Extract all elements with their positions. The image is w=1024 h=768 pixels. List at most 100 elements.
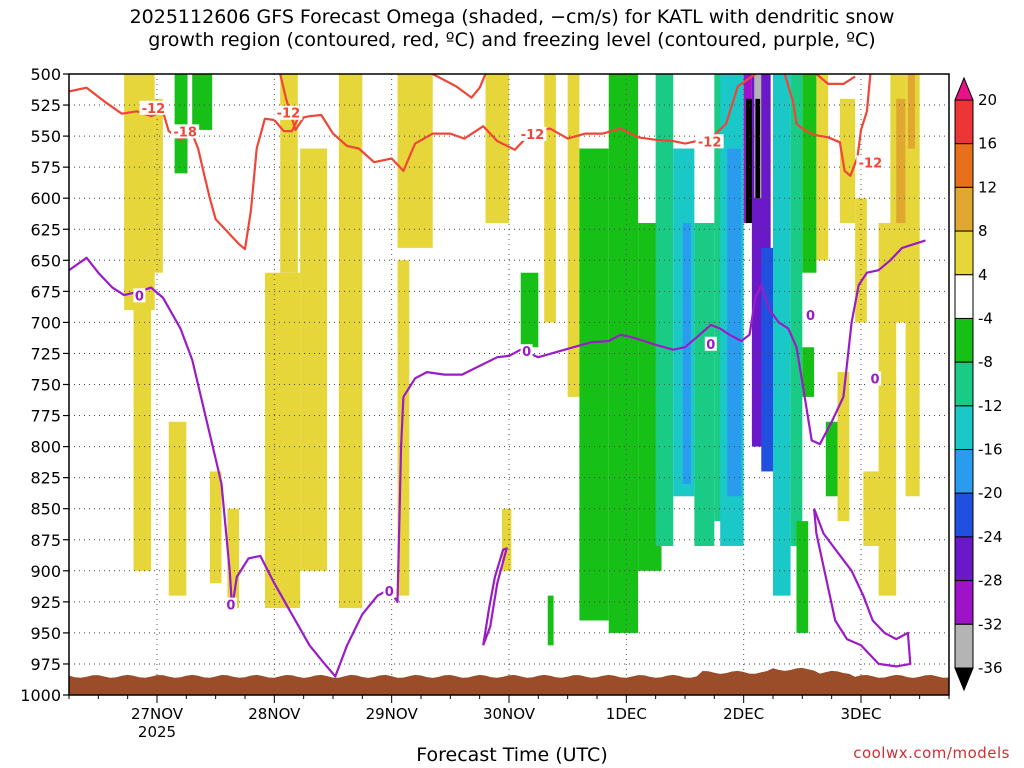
x-tick-label: 1DEC [606,705,647,723]
omega-shade-cell [154,98,163,273]
terrain-fill [69,667,949,695]
colorbar-level-label: -24 [978,528,1003,546]
freezing-level-contour-label: 0 [385,585,394,600]
colorbar-level-label: -16 [978,441,1003,459]
omega-shade-cell [174,74,188,174]
omega-shade-cell [547,595,554,646]
omega-shade-cell [300,148,328,571]
colorbar-top-arrow [954,76,974,101]
freezing-level-contour-label-bg [224,597,237,612]
omega-shade-cell [796,521,809,633]
freezing-level-contour-line [69,256,234,609]
omega-shade-cell [896,98,906,224]
y-tick-label: 825 [30,469,61,488]
colorbar-swatch [954,449,974,494]
red-contour-line [783,74,872,177]
x-tick-label: 3DEC [840,705,881,723]
omega-shade-cell [209,471,222,584]
y-tick-label: 700 [30,313,61,332]
red-contour-label: -12 [142,102,166,117]
omega-shade-cell [501,508,512,571]
freezing-level-contour-line [813,508,912,668]
y-tick-label: 575 [30,158,61,177]
omega-shade-cell [755,98,761,199]
x-tick-label: 2DEC [723,705,764,723]
freezing-level-contour-label: 0 [706,338,715,353]
freezing-level-contour-line [402,239,926,446]
y-tick-label: 1000 [20,686,61,705]
omega-shade-cell [761,247,773,472]
omega-shade-cell [746,98,756,224]
x-tick-label: 28NOV [248,705,301,723]
omega-shade-cell [816,74,829,261]
colorbar-level-label: -36 [978,659,1003,677]
colorbar-swatch [954,580,974,625]
credit-link[interactable]: coolwx.com/models [853,744,1010,762]
colorbar-level-label: 16 [978,135,997,153]
chart-title: 2025112606 GFS Forecast Omega (shaded, −… [0,6,1024,52]
colorbar-swatch [954,492,974,538]
freezing-level-contour-label-bg [869,371,882,386]
y-tick-label: 625 [30,220,61,239]
colorbar-swatch [954,317,974,363]
omega-shade-cell [397,260,410,596]
y-tick-label: 875 [30,531,61,550]
colorbar-swatch [954,536,974,582]
colorbar-swatch [954,143,974,188]
red-contour-label: -18 [173,125,197,140]
x-tick-label: 29NOV [366,705,419,723]
terrain-surface [69,667,949,695]
colorbar-level-label: 4 [978,266,988,284]
colorbar-swatch [954,186,974,232]
omega-shade-cell [227,508,240,609]
omega-shade-cell [790,74,803,546]
omega-shade-cell [192,74,213,130]
omega-shade-cell [863,471,883,546]
red-contour-label-bg [139,100,168,115]
freezing-level-contour-label-bg [804,308,817,323]
omega-shade-cell [264,272,301,609]
colorbar-level-label: -32 [978,615,1003,633]
omega-shade-cell [855,198,867,323]
freezing-level-contour-label: 0 [522,345,531,360]
y-tick-label: 975 [30,655,61,674]
y-tick-label: 500 [30,65,61,84]
y-tick-label: 850 [30,500,61,519]
colorbar-swatch [954,99,974,145]
freezing-level-contour-label: 0 [806,309,815,324]
colorbar-level-label: -8 [978,353,993,371]
y-tick-label: 950 [30,624,61,643]
omega-shading [124,74,920,646]
colorbar-swatch [954,361,974,407]
freezing-level-contour-line [482,547,508,646]
omega-shade-cell [544,74,556,323]
colorbar-swatch [954,230,974,276]
omega-shade-cell [907,74,915,149]
contour-labels: -18 -12 -12 -12 -12 -12 0 0 0 0 0 0 0 [133,100,885,614]
freezing-level-contour-label-bg [520,344,533,359]
omega-shade-cell [837,372,850,522]
omega-shade-cell [338,74,363,609]
colorbar: 20 16 12 8 4 -4 -8 -12 -16 -20 -24 -28 -32 -36 [954,76,1003,692]
y-tick-label: 525 [30,96,61,115]
y-axis: 500 525 550 575 600 625 650 675 700 725 750 775 800 8… [20,65,69,705]
red-contour-line [815,74,856,85]
colorbar-level-label: 8 [978,222,988,240]
omega-shade-cell [397,74,433,248]
x-tick-label: 30NOV [483,705,536,723]
red-contour-label: -12 [277,107,301,122]
omega-shade-cell [520,272,539,348]
omega-shade-cell [655,74,674,546]
colorbar-swatch [954,405,974,451]
y-tick-label: 900 [30,562,61,581]
omega-shade-cell [133,309,152,571]
omega-shade-cell [839,98,856,224]
y-tick-label: 925 [30,593,61,612]
x-tick-sublabel: 2025 [138,723,176,741]
red-contour-label-bg [274,105,303,120]
colorbar-level-label: -4 [978,309,993,327]
colorbar-level-label: -28 [978,572,1003,590]
x-tick-label: 27NOV [131,705,184,723]
omega-shade-cell [905,74,920,497]
